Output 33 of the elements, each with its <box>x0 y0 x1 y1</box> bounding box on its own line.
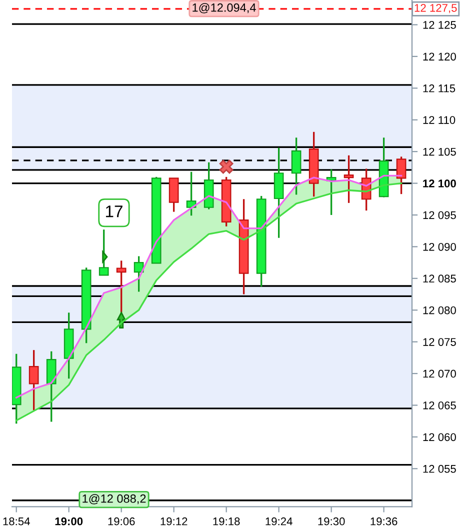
x-tick-label: 19:18 <box>213 517 240 526</box>
candlestick <box>291 136 302 196</box>
candlestick <box>396 156 406 195</box>
candlestick <box>28 349 39 412</box>
x-tick-label: 18:54 <box>3 517 30 526</box>
x-tick-label: 19:30 <box>318 517 345 526</box>
y-tick-label: 12 100 <box>423 180 456 188</box>
annotation: 1@12 088,2 <box>82 494 146 504</box>
y-tick-label: 12 055 <box>423 464 456 473</box>
x-tick-label: 19:24 <box>266 517 292 526</box>
y-tick-label: 12 105 <box>423 148 456 156</box>
y-tick-label: 12 060 <box>423 433 456 442</box>
y-tick-label: 12 080 <box>423 306 456 314</box>
y-tick-label: 12 115 <box>423 84 456 92</box>
x-tick-label: 19:36 <box>370 517 398 526</box>
y-tick-label: 12 110 <box>423 116 456 124</box>
candlestick <box>98 228 109 276</box>
y-tick-label: 12 125 <box>423 21 456 29</box>
x-tick-label: 19:12 <box>160 517 188 526</box>
ref-line-label: 12 127,5 <box>414 4 457 14</box>
annotation: 1@12.094,4 <box>192 3 256 14</box>
y-tick-label: 12 065 <box>423 402 456 410</box>
y-tick-label: 12 075 <box>423 338 456 346</box>
y-tick-label: 12 120 <box>423 52 456 61</box>
y-tick-label: 12 095 <box>423 211 456 220</box>
annotation: 17 <box>106 206 122 218</box>
y-tick-label: 12 090 <box>423 242 456 251</box>
x-tick-label: 19:00 <box>55 517 83 526</box>
y-tick-label: 12 070 <box>423 370 456 378</box>
candlestick <box>134 255 144 293</box>
candlestick <box>344 154 354 204</box>
x-tick-label: 19:06 <box>108 517 135 526</box>
y-tick-label: 12 085 <box>423 274 456 283</box>
